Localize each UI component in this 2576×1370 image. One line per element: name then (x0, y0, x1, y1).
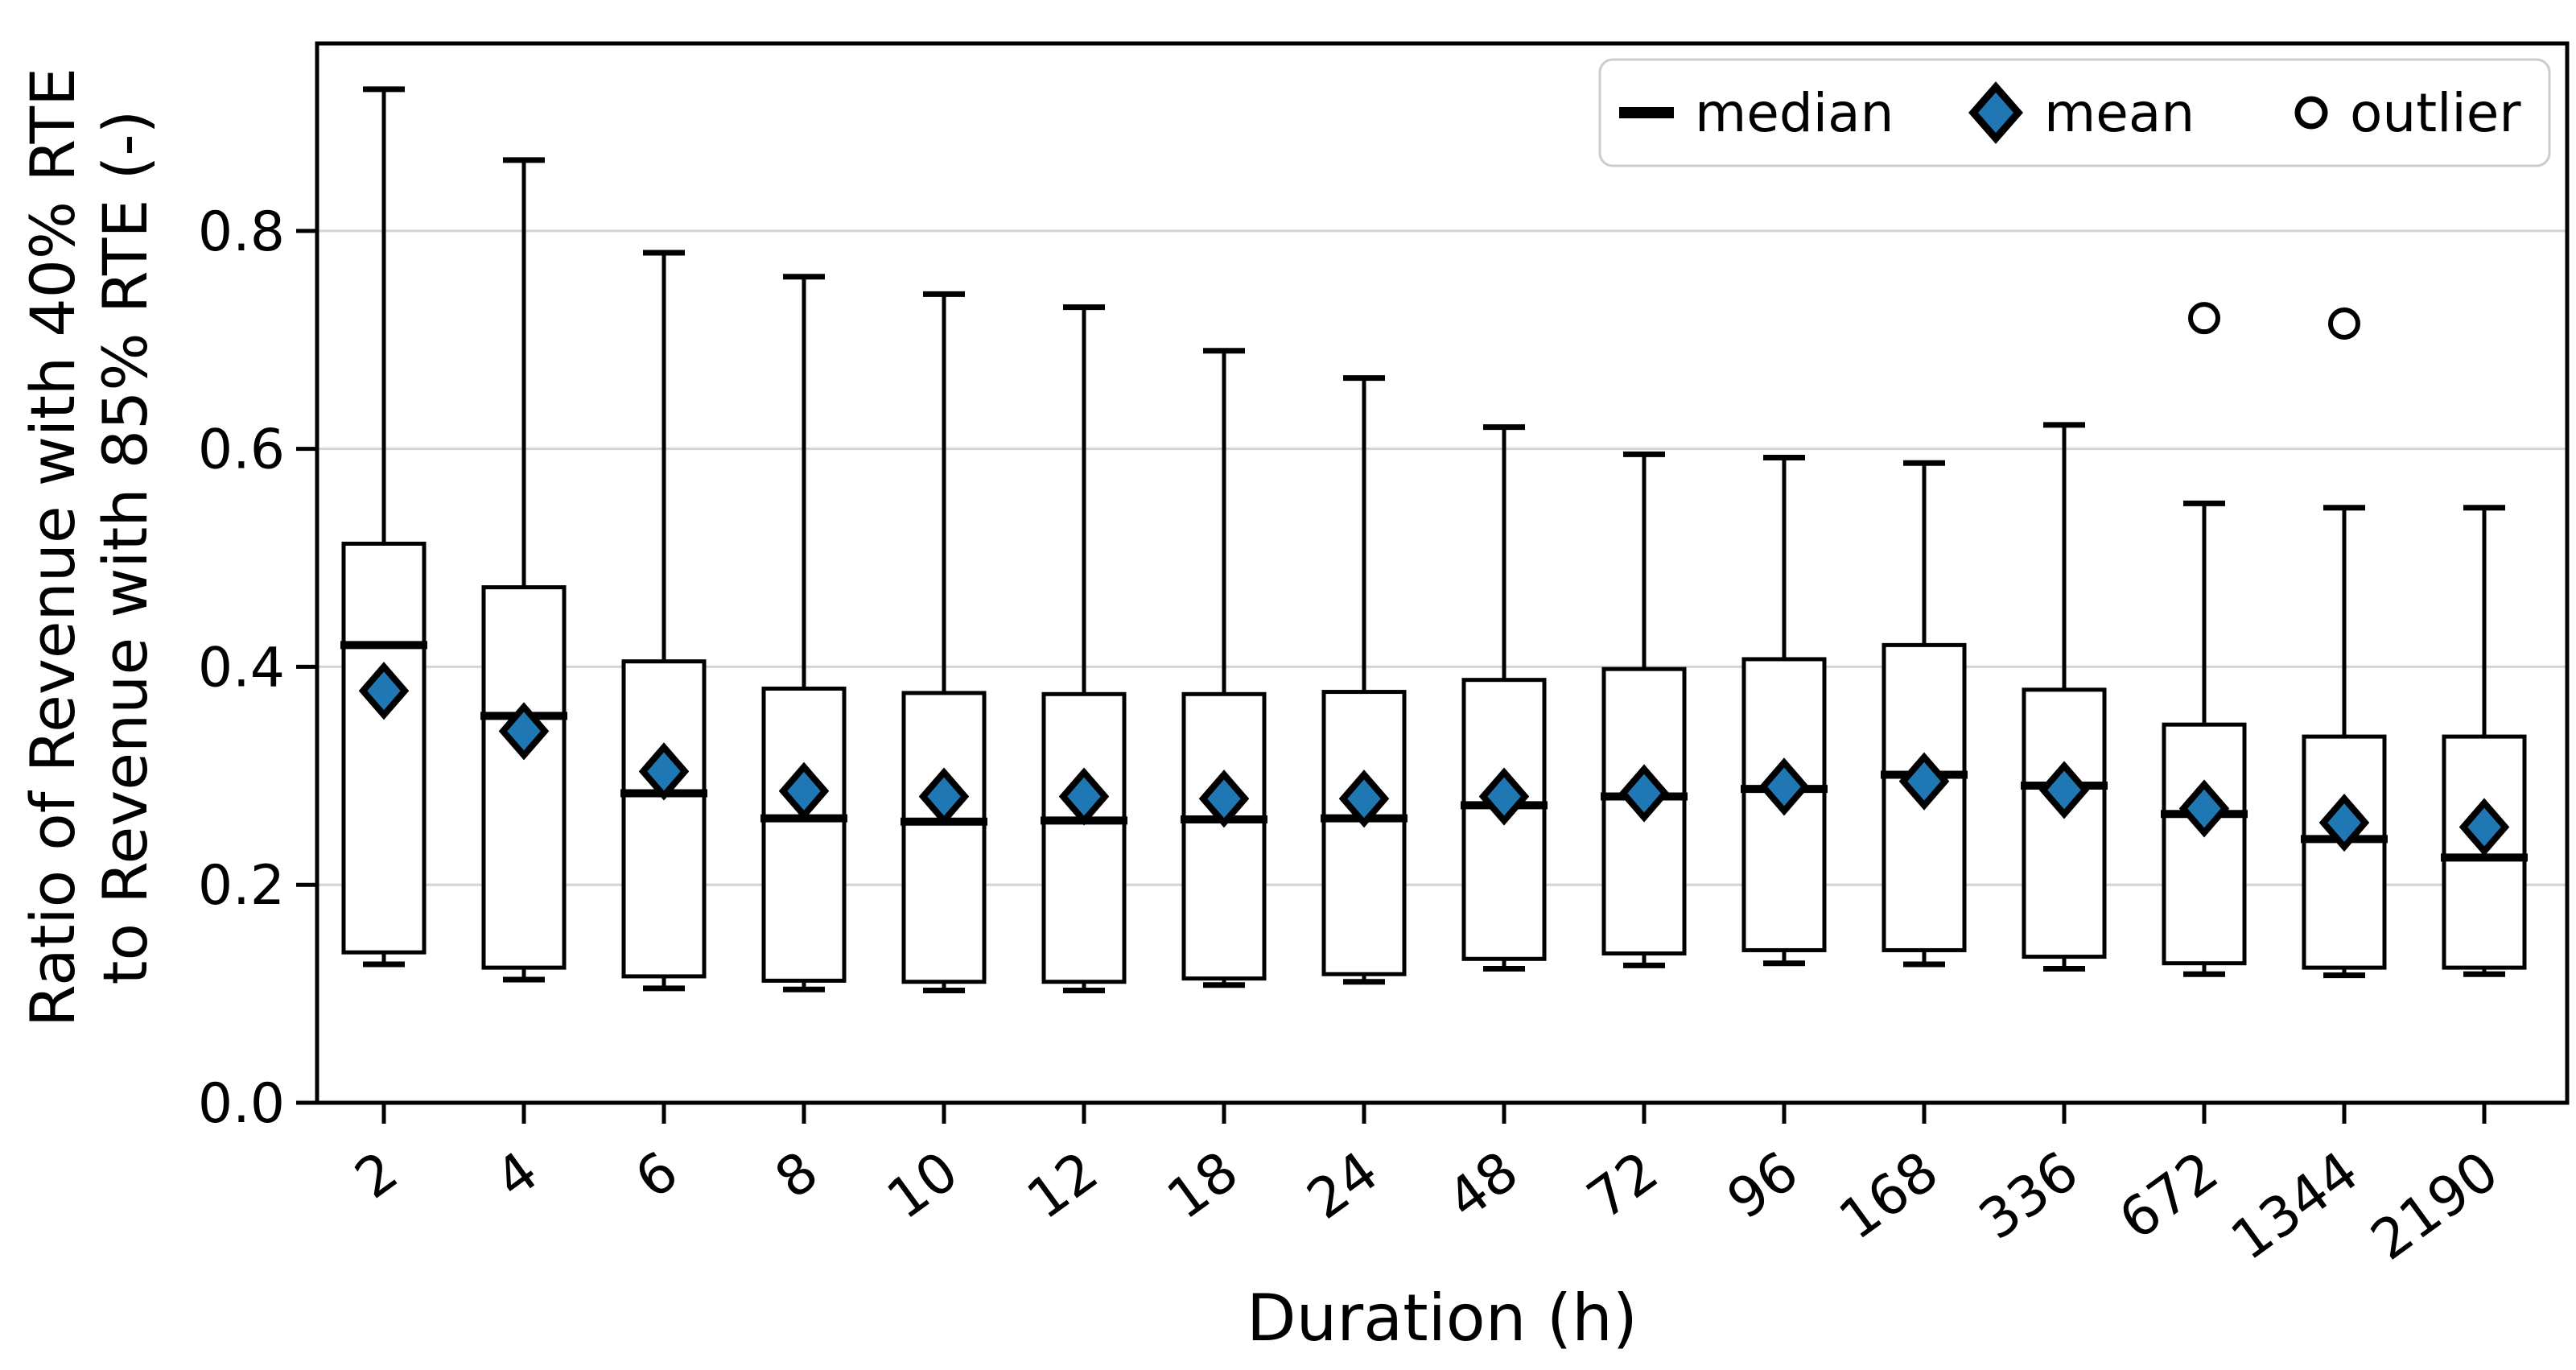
box-group-12h (1041, 304, 1127, 994)
mean-diamond (778, 761, 830, 820)
x-tick-label: 12 (1016, 1140, 1110, 1232)
mean-diamond (1058, 767, 1110, 826)
box-rect (761, 687, 847, 983)
x-tick-label: 672 (2108, 1140, 2230, 1252)
x-tick-label: 10 (876, 1140, 970, 1232)
box-rect (1741, 657, 1827, 952)
box-group-96h (1741, 454, 1828, 967)
box-group-6h (620, 250, 707, 992)
x-tick-label: 48 (1436, 1140, 1530, 1232)
boxes-layer (340, 86, 2528, 994)
mean-diamond (2459, 798, 2510, 856)
mean-diamond (1758, 757, 1810, 816)
box-group-18h (1181, 348, 1267, 988)
box-rect (341, 541, 427, 955)
mean-diamond (918, 767, 970, 826)
x-tick-label: 6 (624, 1140, 690, 1211)
y-tick-label: 0.0 (198, 1072, 285, 1136)
box-rect (2162, 722, 2247, 966)
x-tick-label: 2 (344, 1140, 410, 1211)
mean-diamond (2038, 761, 2090, 819)
box-rect (901, 691, 987, 984)
mean-diamond (1198, 770, 1250, 828)
x-tick-label: 2190 (2360, 1140, 2510, 1273)
x-tick-label: 8 (765, 1140, 830, 1211)
mean-diamond (2178, 779, 2230, 838)
box-group-4h (480, 157, 567, 983)
x-tick-label: 72 (1577, 1140, 1670, 1232)
box-group-48h (1461, 424, 1548, 972)
mean-diamond (498, 702, 550, 761)
mean-diamond (638, 742, 690, 801)
box-rect (1181, 691, 1267, 981)
outlier-point (2188, 302, 2220, 335)
x-tick-label: 1344 (2220, 1140, 2370, 1273)
y-tick-label: 0.2 (198, 854, 285, 918)
box-group-10h (901, 291, 987, 994)
x-tick-label: 168 (1828, 1140, 1950, 1252)
mean-diamond (2318, 793, 2370, 852)
mean-diamond (1898, 752, 1950, 811)
diamond-icon (1968, 81, 2023, 144)
mean-diamond (1338, 770, 1390, 828)
axes-spines (315, 41, 2570, 1105)
x-tick-label: 4 (484, 1140, 550, 1211)
outlier-point (2328, 307, 2360, 340)
box-group-168h (1881, 460, 1968, 968)
box-group-72h (1601, 451, 1688, 968)
x-tick-label: 96 (1717, 1140, 1810, 1232)
y-axis-title-line1: Ratio of Revenue with 40% RTE (17, 68, 89, 1027)
x-tick-label: 24 (1296, 1140, 1390, 1232)
legend: median mean outlier (1598, 58, 2551, 167)
legend-label-median: median (1695, 82, 1894, 144)
legend-box (1598, 58, 2551, 167)
legend-label-mean: mean (2044, 82, 2195, 144)
box-rect (2302, 734, 2387, 970)
box-group-2190h (2441, 505, 2528, 977)
box-rect (481, 585, 567, 970)
box-group-24h (1321, 375, 1408, 985)
x-tick-label: 18 (1156, 1140, 1250, 1232)
box-rect (2022, 687, 2107, 959)
y-tick-label: 0.4 (198, 636, 285, 699)
legend-label-outlier: outlier (2350, 82, 2521, 144)
x-tick-label: 336 (1968, 1140, 2090, 1252)
box-group-672h (2161, 302, 2248, 977)
box-group-336h (2021, 422, 2108, 972)
box-rect (621, 659, 707, 979)
box-rect (1041, 691, 1127, 984)
mean-diamond (358, 662, 410, 720)
y-axis-title-line2: to Revenue with 85% RTE (-) (89, 110, 161, 985)
x-axis-title: Duration (h) (1247, 1281, 1638, 1356)
open-circle-icon (2294, 96, 2328, 130)
box-group-2h (340, 86, 427, 968)
mean-diamond (1618, 764, 1670, 823)
box-rect (1321, 690, 1407, 976)
box-group-1344h (2301, 307, 2388, 979)
mean-diamond (1478, 767, 1530, 826)
y-tick-label: 0.8 (198, 200, 285, 264)
box-group-8h (760, 274, 847, 992)
y-tick-label: 0.6 (198, 419, 285, 482)
